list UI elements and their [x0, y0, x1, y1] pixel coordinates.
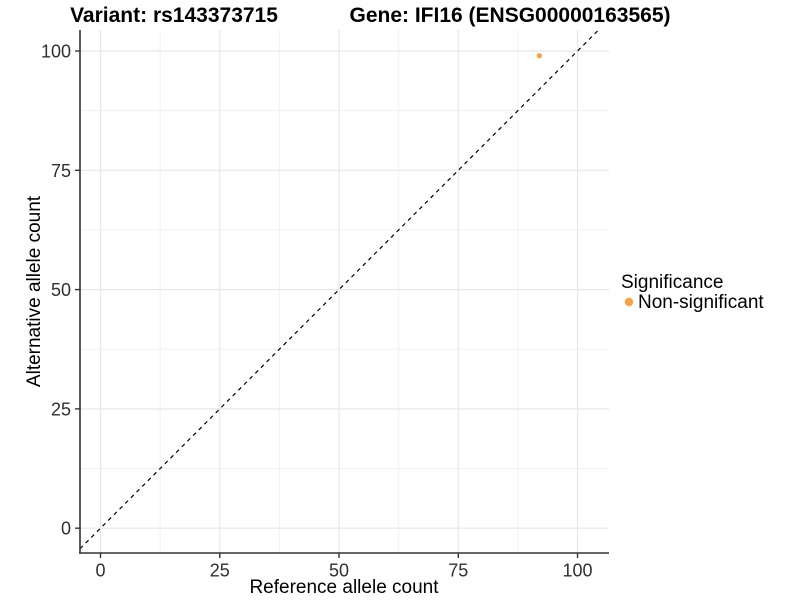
- plot-panel: [80, 30, 609, 553]
- x-tick-label: 25: [210, 561, 230, 581]
- x-tick-label: 100: [562, 561, 592, 581]
- x-tick-label: 0: [96, 561, 106, 581]
- gridlines-major: [80, 30, 609, 553]
- identity-dashed-line: [80, 30, 599, 550]
- y-tick-label: 0: [61, 519, 71, 539]
- gridlines-minor: [80, 30, 609, 553]
- axes: [79, 30, 609, 554]
- tick-labels: 0 25 50 75 100 0 25 50 75 100: [41, 41, 593, 580]
- x-axis-title: Reference allele count: [249, 577, 439, 598]
- legend: Significance Non-significant: [621, 272, 764, 313]
- x-tick-label: 50: [329, 561, 349, 581]
- tick-marks: [75, 50, 579, 558]
- y-tick-label: 75: [51, 161, 71, 181]
- legend-title: Significance: [621, 272, 723, 293]
- legend-key-dot-icon: [624, 297, 634, 307]
- y-tick-label: 25: [51, 399, 71, 419]
- y-axis-title: Alternative allele count: [24, 195, 45, 387]
- y-tick-label: 100: [41, 41, 71, 61]
- x-tick-label: 75: [448, 561, 468, 581]
- data-points: [536, 53, 542, 59]
- data-point: [536, 53, 542, 59]
- y-tick-label: 50: [51, 280, 71, 300]
- legend-item-label: Non-significant: [638, 292, 764, 313]
- variant-title: Variant: rs143373715: [70, 4, 278, 27]
- gene-title: Gene: IFI16 (ENSG00000163565): [349, 4, 670, 27]
- identity-line-group: [80, 30, 599, 550]
